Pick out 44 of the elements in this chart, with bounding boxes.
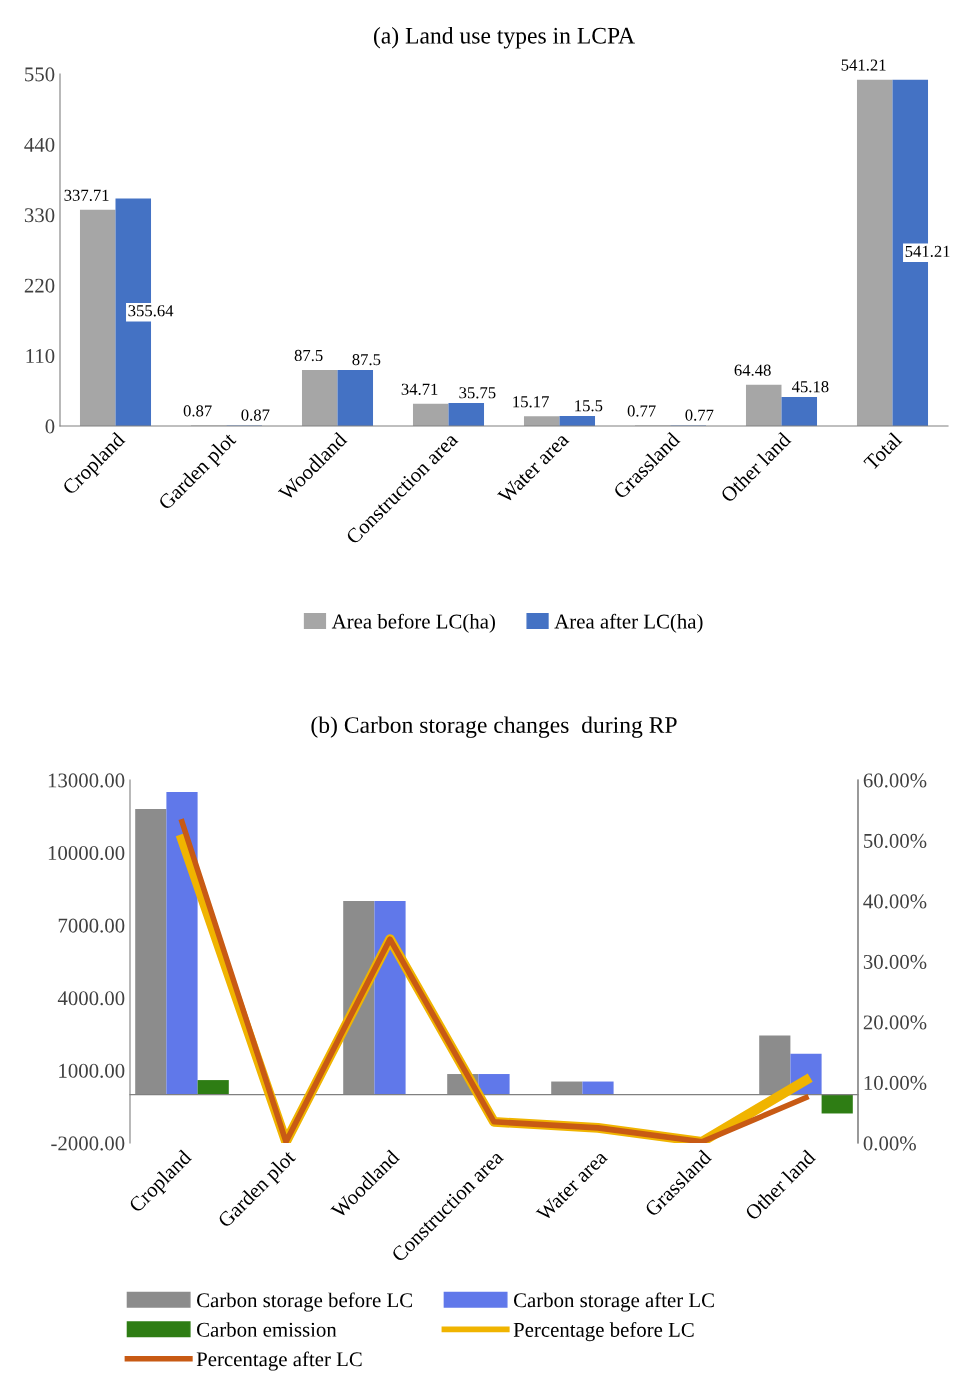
legend-label: Carbon storage after LC <box>513 1292 714 1312</box>
y-tick-label: 110 <box>26 348 55 364</box>
data-label: 541.21 <box>905 245 950 258</box>
legend-label: Area after LC(ha) <box>554 613 703 633</box>
y-tick-label: 440 <box>24 137 55 152</box>
data-label: 15.17 <box>513 396 549 408</box>
legend-label: Carbon emission <box>197 1322 337 1337</box>
data-label: 0.87 <box>183 405 212 417</box>
legend-label: Percentage after LC <box>196 1351 362 1371</box>
data-label: 0.77 <box>627 405 656 417</box>
data-label: 34.71 <box>401 383 438 395</box>
chart-title: (a) Land use types in LCPA <box>373 27 635 49</box>
y-tick-label: 0 <box>45 419 55 434</box>
y-tick-label: 1000.00 <box>59 1063 125 1078</box>
y2-tick-label: 20.00% <box>863 1015 927 1030</box>
data-label: 45.18 <box>791 381 829 393</box>
data-label: 541.21 <box>841 59 886 71</box>
legend-label: Area before LC(ha) <box>331 613 495 633</box>
y-tick-label: 330 <box>24 208 55 223</box>
y-tick-label: 10000.00 <box>48 845 125 861</box>
y-tick-label: 220 <box>24 278 55 293</box>
y-tick-label: 550 <box>25 67 55 82</box>
y-tick-label: 7000.00 <box>58 918 125 933</box>
y2-tick-label: 0.00% <box>863 1136 916 1151</box>
y2-tick-label: 10.00% <box>864 1075 927 1091</box>
legend-label: Percentage before LC <box>513 1322 694 1342</box>
y-tick-label: 13000.00 <box>48 773 125 788</box>
data-label: 35.75 <box>459 387 496 399</box>
y-tick-label: -2000.00 <box>51 1136 125 1151</box>
data-label: 355.64 <box>128 305 174 317</box>
legend-label: Carbon storage before LC <box>197 1292 412 1312</box>
data-label: 337.71 <box>64 189 109 201</box>
y2-tick-label: 50.00% <box>864 833 927 849</box>
data-label: 64.48 <box>734 364 771 376</box>
data-label: 87.5 <box>352 353 381 366</box>
data-label: 0.77 <box>685 409 714 421</box>
y2-tick-label: 60.00% <box>863 773 927 788</box>
y2-tick-label: 30.00% <box>863 954 927 970</box>
data-label: 87.5 <box>294 349 323 362</box>
data-label: 15.5 <box>575 400 603 412</box>
chart-title: (b) Carbon storage changes during RP <box>311 716 677 738</box>
y2-tick-label: 40.00% <box>863 894 927 909</box>
y-tick-label: 4000.00 <box>57 991 125 1006</box>
data-label: 0.87 <box>241 409 270 421</box>
